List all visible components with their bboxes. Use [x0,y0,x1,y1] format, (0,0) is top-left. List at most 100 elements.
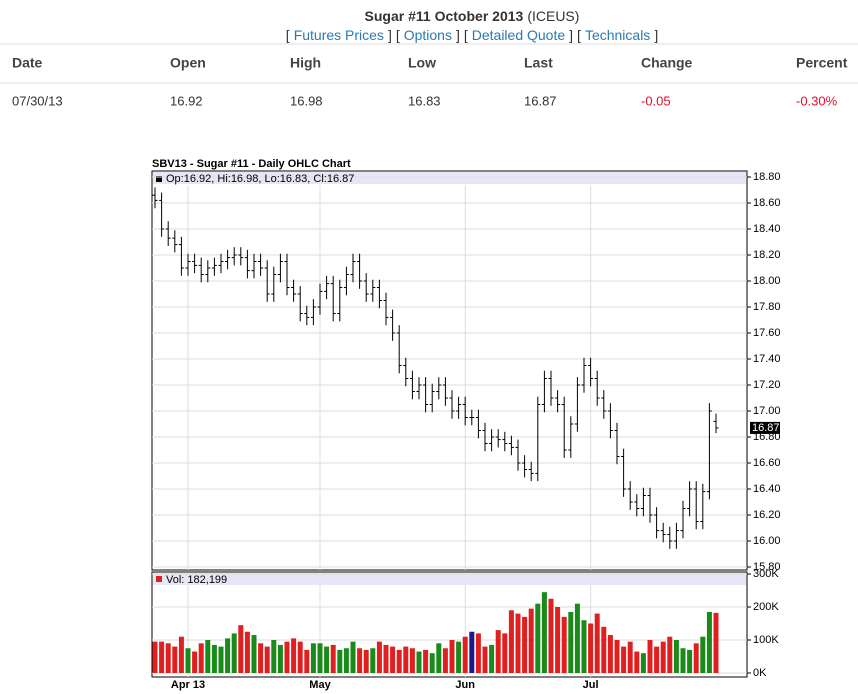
y-tick-label: 16.60 [753,457,781,469]
volume-bar [469,631,475,673]
cell: 16.92 [170,93,203,108]
volume-bar [185,648,191,673]
chart-title: SBV13 - Sugar #11 - Daily OHLC Chart [152,158,351,170]
volume-bar [621,646,627,673]
volume-bar [310,643,316,673]
volume-bar [456,641,462,673]
volume-bar [284,641,290,673]
volume-bar [324,646,330,673]
y-tick-label: 18.00 [753,275,781,287]
volume-bar [442,648,448,673]
x-tick-label: May [309,679,331,691]
volume-bar [218,646,224,673]
volume-bar [383,644,389,673]
plot [152,176,747,677]
bracket: ] [456,27,460,43]
y-tick-label: 17.80 [753,301,781,313]
volume-bar [343,648,349,673]
column-header: High [290,55,321,71]
volume-bar [231,633,237,673]
nav-link[interactable]: Detailed Quote [472,27,566,43]
volume-bar [594,613,600,673]
volume-bar [601,626,607,673]
volume-bar [251,635,257,673]
volume-bar [706,611,712,673]
column-header: Change [641,55,693,71]
volume-bar [667,636,673,673]
volume-bar [337,649,343,673]
volume-bar [211,644,217,673]
x-tick-label: Jun [455,679,475,691]
volume-bar [159,641,165,673]
column-header: Percent [796,55,848,71]
cell: 07/30/13 [12,93,63,108]
last-price-label: 16.87 [752,422,780,434]
y-tick-label: 16.40 [753,483,781,495]
volume-bar [357,648,363,673]
y-tick-label: 16.00 [753,535,781,547]
volume-bar [304,649,310,673]
volume-bar [238,625,244,673]
volume-bar [581,620,587,673]
price-frame [151,170,748,571]
volume-bar [429,653,435,673]
y-tick-label: 17.40 [753,353,781,365]
bracket: ] [654,27,658,43]
nav-link[interactable]: Futures Prices [294,27,384,43]
volume-bar [495,630,501,673]
nav-link[interactable]: Options [404,27,452,43]
y-tick-label: 17.60 [753,327,781,339]
volume-bar [528,608,534,673]
column-header: Open [170,55,206,71]
volume-bar [522,616,528,673]
volume-bar [264,646,270,673]
volume-bar [363,649,369,673]
volume-bar [541,592,547,673]
volume-bar [475,633,481,673]
volume-bar [376,641,382,673]
volume-bar [588,623,594,673]
volume-bar [297,641,303,673]
volume-bar [634,651,640,673]
cell: -0.05 [641,93,671,108]
volume-bar [462,636,468,673]
volume-bar [673,640,679,673]
volume-bar [660,641,666,673]
volume-bar [416,651,422,673]
volume-bar [515,613,521,673]
volume-bar [640,653,646,673]
y-tick-label: 200K [753,601,779,613]
volume-bar [225,638,231,673]
volume-bar [350,641,356,673]
y-tick-label: 16.20 [753,509,781,521]
column-header: Date [12,55,43,71]
volume-bar [152,641,158,673]
y-tick-label: 18.40 [753,223,781,235]
nav-link[interactable]: Technicals [585,27,650,43]
volume-bar [317,643,323,673]
volume-bar [568,611,574,673]
volume-bar [502,633,508,673]
x-tick-label: Jul [583,679,599,691]
volume-bar [548,598,554,673]
volume-bar [607,635,613,673]
legend-label: Vol: 182,199 [166,574,227,586]
volume-bar [172,646,178,673]
cell: -0.30% [796,93,838,108]
volume-bar [713,612,719,673]
volume-bar [693,643,699,673]
x-tick-label: Apr 13 [171,679,205,691]
y-tick-label: 16.80 [753,431,781,443]
volume-bar [687,649,693,673]
legend-swatch [156,576,162,582]
y-tick-label: 100K [753,634,779,646]
volume-bar [508,610,514,673]
volume-bar [178,636,184,673]
volume-bar [614,640,620,673]
bracket: [ [396,27,400,43]
bracket: ] [388,27,392,43]
volume-bar [555,607,561,673]
volume-bar [258,643,264,673]
nav-links: [Futures Prices][Options][Detailed Quote… [286,27,658,43]
